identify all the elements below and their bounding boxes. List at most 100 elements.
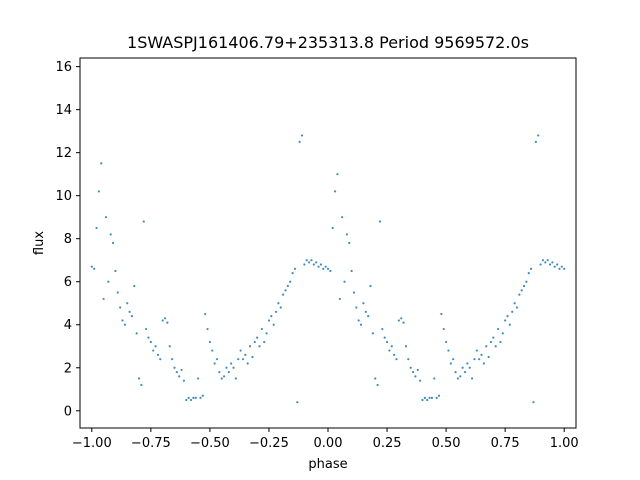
data-point [336,173,339,176]
y-tick-label: 10 [55,189,72,204]
data-point [310,259,313,262]
data-point [409,366,412,369]
data-point [166,321,169,324]
data-point [463,370,467,374]
data-point [114,269,117,273]
data-point [291,272,294,275]
x-tick-label: 0.75 [491,436,520,451]
data-point [426,398,429,402]
data-point [93,267,96,270]
data-point [248,345,252,348]
data-point [525,280,528,283]
data-point [119,306,122,309]
data-point [154,345,157,348]
data-point [175,370,178,374]
data-point [279,306,282,309]
data-point [260,327,263,331]
data-point [539,263,542,266]
data-point [274,310,278,313]
data-point [185,398,188,402]
x-tick-label: −0.50 [190,436,230,451]
data-point [204,312,207,316]
data-point [284,289,287,292]
data-point [263,340,266,344]
data-point [393,353,396,356]
data-point [180,368,183,372]
data-point [152,349,155,352]
data-point [319,263,323,266]
data-point [256,336,259,339]
data-point [95,226,98,230]
data-point [378,220,382,223]
data-point [111,241,115,245]
data-point [286,284,289,288]
data-point [163,317,167,320]
data-point [123,323,126,326]
data-point [227,370,230,374]
data-point [544,261,547,264]
data-point [241,358,245,361]
y-tick-label: 4 [64,318,72,333]
data-point [225,366,228,369]
data-point [473,358,476,361]
data-point [173,366,176,369]
data-point [187,396,190,399]
data-point [482,362,485,365]
data-point [90,265,93,268]
x-tick-label: 1.00 [550,436,579,451]
data-point [315,261,318,264]
data-point [178,375,181,378]
x-tick-label: −1.00 [72,436,112,451]
data-point [137,377,141,380]
data-point [232,366,235,369]
data-point [211,349,214,352]
data-point [130,315,134,318]
data-point [364,310,367,313]
data-point [359,323,363,326]
data-point [532,401,535,404]
data-point [468,366,471,369]
data-point [371,332,374,335]
data-point [407,358,410,361]
data-point [161,319,164,322]
data-point [362,302,365,305]
data-point [414,375,417,378]
data-point [558,267,561,270]
data-point [135,332,138,335]
data-point [504,319,507,322]
data-point [367,315,370,318]
data-point [267,319,271,322]
data-point [258,345,261,348]
data-point [303,263,306,266]
data-point [459,375,462,378]
data-point [447,349,450,352]
data-point [395,358,398,361]
data-point [333,190,337,193]
data-point [343,280,346,283]
data-point [381,327,384,331]
data-point [506,315,509,318]
data-point [400,317,403,320]
data-point [244,353,247,356]
data-point [222,375,226,378]
data-point [192,396,195,399]
y-axis-ticks: 0 2 4 6 8 10 12 14 16 [55,60,80,419]
data-point [199,396,202,399]
data-point [213,362,216,365]
y-tick-label: 2 [64,361,72,376]
data-point [305,259,308,262]
data-point [116,291,119,294]
data-point [492,336,495,339]
x-tick-label: 0.50 [432,436,461,451]
data-point [520,289,523,292]
data-point [430,396,434,399]
data-point [452,358,455,361]
data-point [168,345,171,348]
data-point [456,377,460,380]
data-point [142,220,145,223]
data-point [444,340,448,344]
data-point [494,345,497,348]
data-point [107,280,110,283]
data-point [518,293,521,296]
